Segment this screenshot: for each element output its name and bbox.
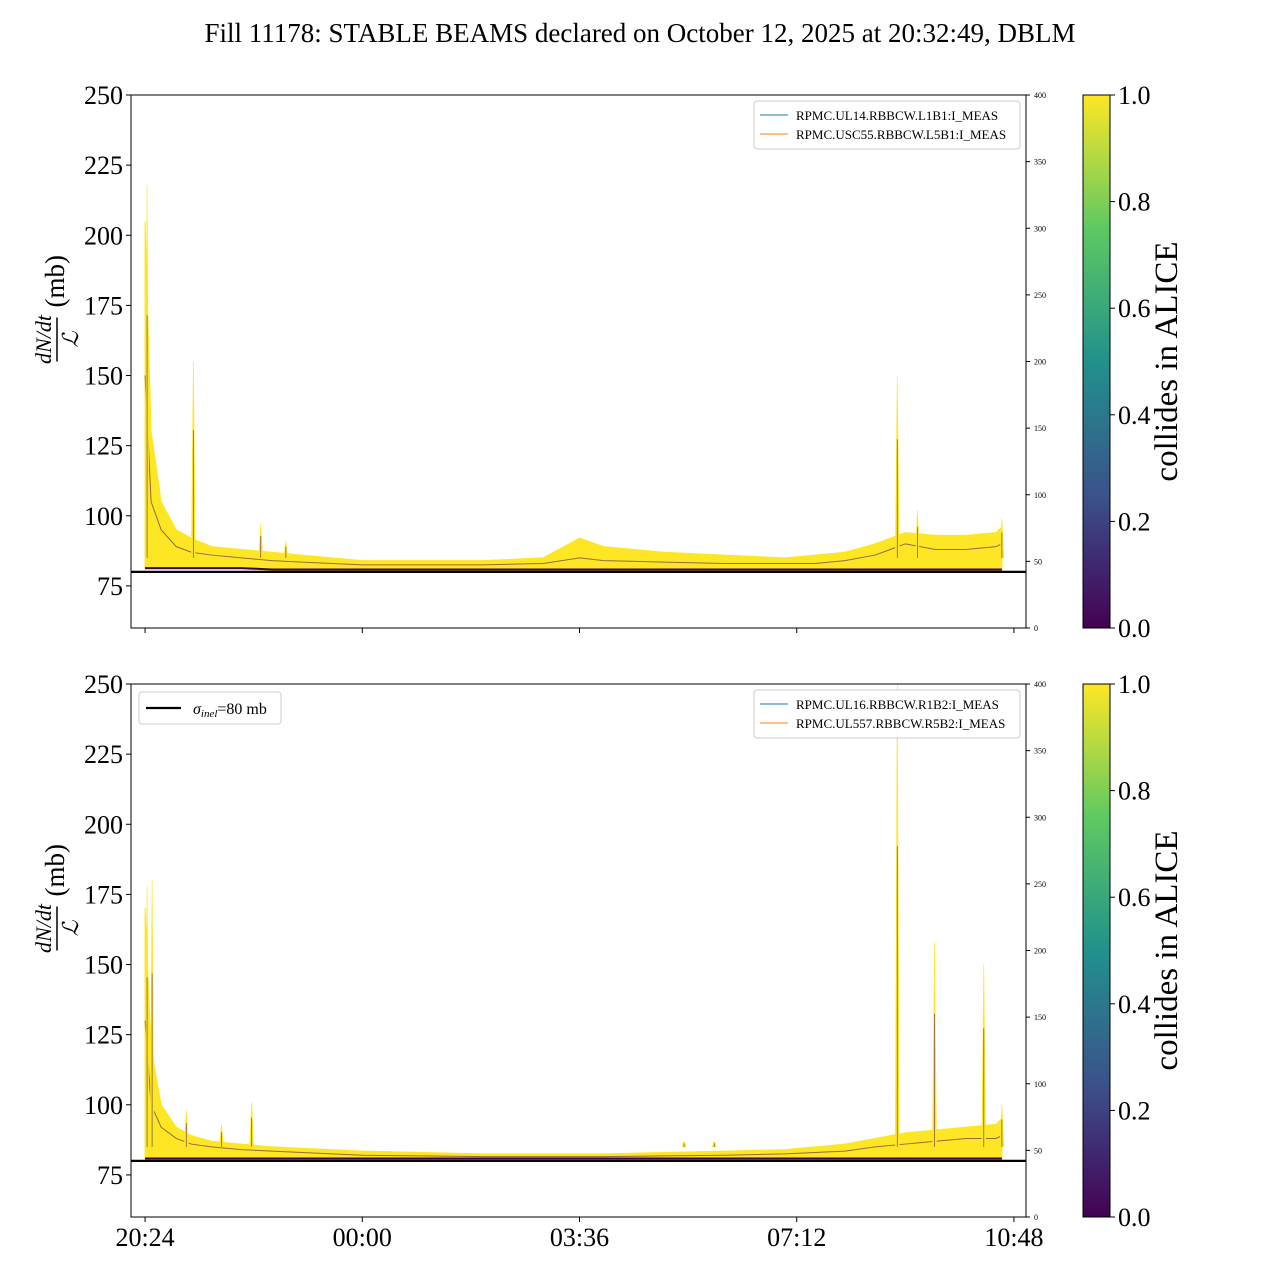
data-band-group bbox=[144, 684, 1005, 1160]
colorbar-tick-label: 0.0 bbox=[1118, 614, 1151, 643]
legend-label: RPMC.UL557.RBBCW.R5B2:I_MEAS bbox=[796, 716, 1005, 731]
colorbar-tick-label: 0.6 bbox=[1118, 883, 1151, 912]
y2-tick-label: 50 bbox=[1034, 557, 1042, 566]
colorbar-tick-label: 0.6 bbox=[1118, 294, 1151, 323]
colorbar-tick-label: 1.0 bbox=[1118, 670, 1151, 699]
band-yellow bbox=[144, 221, 1003, 571]
x-tick-label: 10:48 bbox=[984, 1223, 1043, 1252]
y2-tick-label: 250 bbox=[1034, 291, 1046, 300]
legend-label: RPMC.USC55.RBBCW.L5B1:I_MEAS bbox=[796, 127, 1006, 142]
reference-legend: σinel=80 mb bbox=[138, 691, 282, 725]
colorbar-tick-label: 1.0 bbox=[1118, 81, 1151, 110]
y-tick-label: 75 bbox=[97, 572, 123, 601]
figure-title: Fill 11178: STABLE BEAMS declared on Oct… bbox=[204, 18, 1076, 48]
x-tick-label: 07:12 bbox=[767, 1223, 826, 1252]
y2-tick-label: 350 bbox=[1034, 158, 1046, 167]
y2-tick-label: 250 bbox=[1034, 880, 1046, 889]
x-tick-label: 03:36 bbox=[550, 1223, 609, 1252]
legend-label: RPMC.UL14.RBBCW.L1B1:I_MEAS bbox=[796, 108, 998, 123]
y2-tick-label: 200 bbox=[1034, 358, 1046, 367]
y-tick-label: 225 bbox=[84, 740, 123, 769]
y2-tick-label: 150 bbox=[1034, 424, 1046, 433]
y-label-denominator: ℒ bbox=[58, 330, 83, 347]
y-label-numerator: dN/dt bbox=[31, 314, 56, 364]
y-tick-label: 125 bbox=[84, 1021, 123, 1050]
y-label-unit: (mb) bbox=[40, 844, 70, 896]
reference-legend-label: σinel=80 mb bbox=[193, 701, 267, 720]
band-purple-trace bbox=[144, 375, 1003, 566]
y-label-denominator: ℒ bbox=[58, 919, 83, 936]
band-purple-floor bbox=[145, 567, 1002, 571]
y-tick-label: 175 bbox=[84, 880, 123, 909]
colorbar-tick-label: 0.8 bbox=[1118, 188, 1151, 217]
data-band-group bbox=[144, 184, 1005, 571]
y-tick-label: 100 bbox=[84, 1091, 123, 1120]
y-tick-label: 250 bbox=[84, 81, 123, 110]
legend-label: RPMC.UL16.RBBCW.R1B2:I_MEAS bbox=[796, 697, 999, 712]
y-tick-label: 200 bbox=[84, 221, 123, 250]
x-tick-label: 00:00 bbox=[333, 1223, 392, 1252]
legend-box bbox=[753, 689, 1021, 739]
colorbar-gradient bbox=[1082, 94, 1111, 629]
top-panel: 75 100 125 150 175 200 225 250 0 50 100 150 200 250 30… bbox=[31, 81, 1185, 643]
y2-tick-label: 200 bbox=[1034, 947, 1046, 956]
colorbar-gradient bbox=[1082, 683, 1111, 1218]
y-label-unit: (mb) bbox=[40, 255, 70, 307]
colorbar-tick-label: 0.2 bbox=[1118, 507, 1151, 536]
colorbar: 0.0 0.2 0.4 0.6 0.8 1.0 collides in ALICE bbox=[1082, 670, 1185, 1232]
colorbar: 0.0 0.2 0.4 0.6 0.8 1.0 collides in ALICE bbox=[1082, 81, 1185, 643]
y2-tick-label: 400 bbox=[1034, 680, 1046, 689]
y-tick-label: 75 bbox=[97, 1161, 123, 1190]
y-tick-label: 125 bbox=[84, 432, 123, 461]
colorbar-tick-label: 0.4 bbox=[1118, 401, 1151, 430]
colorbar-tick-label: 0.0 bbox=[1118, 1203, 1151, 1232]
band-yellow bbox=[144, 908, 1003, 1160]
y-tick-label: 150 bbox=[84, 362, 123, 391]
y2-tick-label: 0 bbox=[1034, 1213, 1038, 1222]
y2-tick-label: 300 bbox=[1034, 224, 1046, 233]
bottom-panel: 75 100 125 150 175 200 225 250 0 50 100 150 200 250 30… bbox=[31, 670, 1185, 1252]
y-tick-label: 225 bbox=[84, 151, 123, 180]
legend-box bbox=[753, 100, 1021, 150]
y2-tick-label: 100 bbox=[1034, 491, 1046, 500]
x-tick-label: 20:24 bbox=[115, 1223, 174, 1252]
y2-tick-label: 100 bbox=[1034, 1080, 1046, 1089]
series-legend: RPMC.UL14.RBBCW.L1B1:I_MEAS RPMC.USC55.RB… bbox=[753, 100, 1021, 150]
y2-tick-label: 0 bbox=[1034, 624, 1038, 633]
y-axis-label: dN/dt ℒ (mb) bbox=[31, 255, 83, 364]
y-tick-label: 175 bbox=[84, 291, 123, 320]
y2-tick-label: 50 bbox=[1034, 1146, 1042, 1155]
y-tick-label: 100 bbox=[84, 502, 123, 531]
reference-legend-box bbox=[138, 691, 282, 725]
colorbar-label: collides in ALICE bbox=[1149, 830, 1185, 1070]
series-legend: RPMC.UL16.RBBCW.R1B2:I_MEAS RPMC.UL557.RB… bbox=[753, 689, 1021, 739]
y2-tick-label: 400 bbox=[1034, 91, 1046, 100]
y-label-numerator: dN/dt bbox=[31, 903, 56, 953]
y2-tick-label: 350 bbox=[1034, 747, 1046, 756]
colorbar-label: collides in ALICE bbox=[1149, 241, 1185, 481]
band-purple-trace bbox=[144, 1020, 1003, 1158]
y-tick-label: 250 bbox=[84, 670, 123, 699]
colorbar-tick-label: 0.4 bbox=[1118, 990, 1151, 1019]
y-tick-label: 150 bbox=[84, 951, 123, 980]
y-tick-label: 200 bbox=[84, 810, 123, 839]
colorbar-tick-label: 0.8 bbox=[1118, 777, 1151, 806]
y-axis-label: dN/dt ℒ (mb) bbox=[31, 844, 83, 953]
y2-tick-label: 150 bbox=[1034, 1013, 1046, 1022]
y2-tick-label: 300 bbox=[1034, 813, 1046, 822]
colorbar-tick-label: 0.2 bbox=[1118, 1096, 1151, 1125]
